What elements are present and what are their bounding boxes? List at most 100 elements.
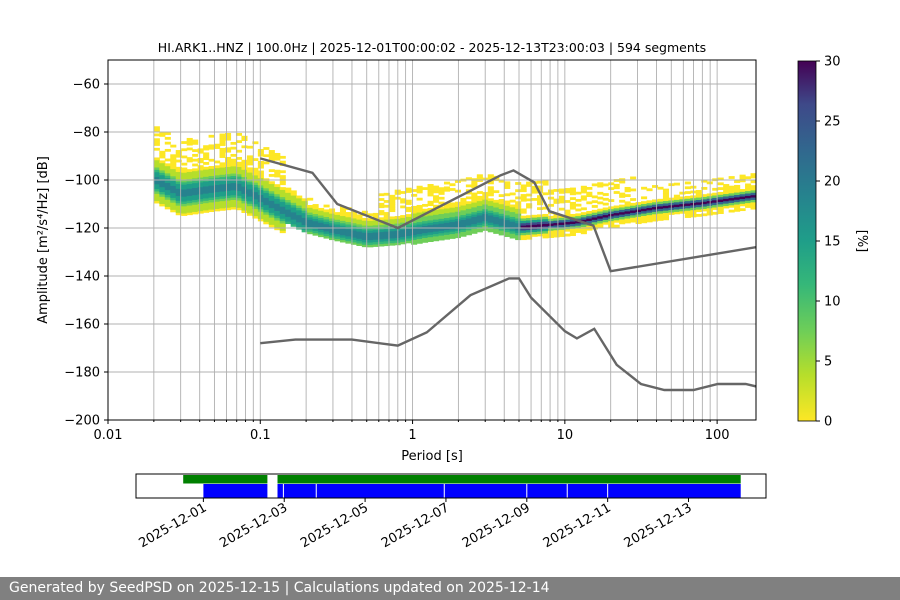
heatmap-cell (263, 154, 270, 158)
heatmap-cell (684, 210, 691, 214)
heatmap-cell (487, 203, 494, 206)
heatmap-cell (422, 218, 429, 222)
heatmap-cell (323, 214, 330, 218)
heatmap-cell (225, 195, 232, 199)
heatmap-cell (641, 186, 648, 190)
data-availability-bar (277, 475, 741, 484)
heatmap-cell (449, 204, 456, 208)
heatmap-cell (411, 225, 418, 228)
heatmap-cell (301, 212, 308, 216)
heatmap-cell (246, 203, 253, 207)
heatmap-cell (274, 208, 281, 211)
heatmap-cell (208, 197, 215, 201)
heatmap-cell (547, 232, 555, 236)
heatmap-cell (630, 198, 637, 201)
heatmap-cell (662, 212, 670, 216)
heatmap-cell (701, 213, 708, 217)
heatmap-cell (662, 207, 670, 211)
heatmap-cell (356, 240, 363, 244)
heatmap-cell (526, 184, 533, 187)
heatmap-cell (520, 225, 527, 229)
heatmap-cell (427, 188, 434, 192)
heatmap-cell (285, 202, 292, 205)
heatmap-cell (290, 221, 297, 225)
heatmap-cell (613, 179, 620, 182)
heatmap-cell (339, 208, 347, 212)
heatmap-cell (257, 199, 264, 203)
heatmap-cell (635, 204, 642, 208)
heatmap-cell (279, 218, 286, 222)
heatmap-cell (723, 184, 730, 187)
heatmap-cell (465, 222, 472, 226)
psd-heatmap (153, 126, 756, 248)
heatmap-cell (586, 187, 593, 190)
heatmap-cell (515, 213, 522, 217)
heatmap-cell (575, 203, 582, 207)
heatmap-cell (208, 206, 215, 210)
heatmap-cell (449, 236, 456, 239)
heatmap-cell (416, 188, 423, 191)
heatmap-cell (701, 206, 708, 209)
heatmap-cell (329, 237, 336, 241)
heatmap-cell (383, 212, 390, 215)
heatmap-cell (389, 242, 396, 246)
heatmap-cell (329, 232, 336, 236)
heatmap-cell (498, 208, 505, 212)
heatmap-cell (509, 214, 516, 217)
heatmap-cell (383, 192, 390, 196)
x-tick-label: 100 (705, 428, 730, 443)
heatmap-cell (383, 238, 390, 242)
heatmap-cell (257, 206, 264, 210)
heatmap-cell (219, 155, 226, 158)
heatmap-cell (547, 235, 555, 238)
heatmap-cell (241, 162, 248, 165)
heatmap-cell (553, 201, 560, 204)
heatmap-cell (389, 230, 396, 234)
heatmap-cell (268, 174, 275, 177)
heatmap-cell (159, 189, 166, 193)
heatmap-cell (646, 212, 653, 216)
heatmap-cell (153, 195, 160, 199)
x-tick-label: 1 (408, 428, 416, 443)
heatmap-cell (471, 221, 478, 225)
heatmap-cell (203, 147, 210, 151)
heatmap-cell (646, 209, 653, 213)
heatmap-cell (350, 213, 357, 217)
heatmap-cell (723, 196, 730, 199)
heatmap-cell (197, 179, 204, 183)
heatmap-cell (246, 210, 253, 214)
heatmap-cell (268, 198, 275, 201)
heatmap-cell (252, 189, 259, 193)
heatmap-cell (438, 220, 445, 224)
colorbar-tick-label: 25 (824, 115, 841, 130)
heatmap-cell (235, 169, 243, 172)
heatmap-cell (433, 190, 440, 194)
heatmap-cell (498, 220, 505, 224)
heatmap-cell (361, 237, 368, 240)
heatmap-cell (734, 180, 741, 183)
heatmap-cell (197, 191, 204, 195)
heatmap-cell (520, 208, 527, 212)
heatmap-cell (197, 194, 204, 197)
heatmap-cell (673, 211, 680, 215)
heatmap-cell (651, 216, 659, 220)
heatmap-cell (547, 227, 555, 231)
heatmap-cell (745, 197, 752, 201)
heatmap-cell (181, 179, 188, 183)
heatmap-cell (504, 202, 511, 206)
heatmap-cell (547, 225, 555, 229)
heatmap-cell (329, 210, 336, 214)
heatmap-cell (460, 219, 467, 223)
heatmap-cell (750, 187, 756, 191)
heatmap-cell (438, 213, 445, 217)
heatmap-cell (465, 230, 472, 233)
heatmap-cell (651, 213, 659, 217)
heatmap-cell (225, 192, 232, 196)
heatmap-cell (312, 213, 319, 217)
heatmap-cell (219, 193, 226, 197)
heatmap-cell (553, 215, 560, 219)
heatmap-cell (471, 182, 478, 186)
heatmap-cell (745, 190, 752, 194)
heatmap-cell (268, 181, 275, 185)
heatmap-cell (427, 220, 434, 223)
